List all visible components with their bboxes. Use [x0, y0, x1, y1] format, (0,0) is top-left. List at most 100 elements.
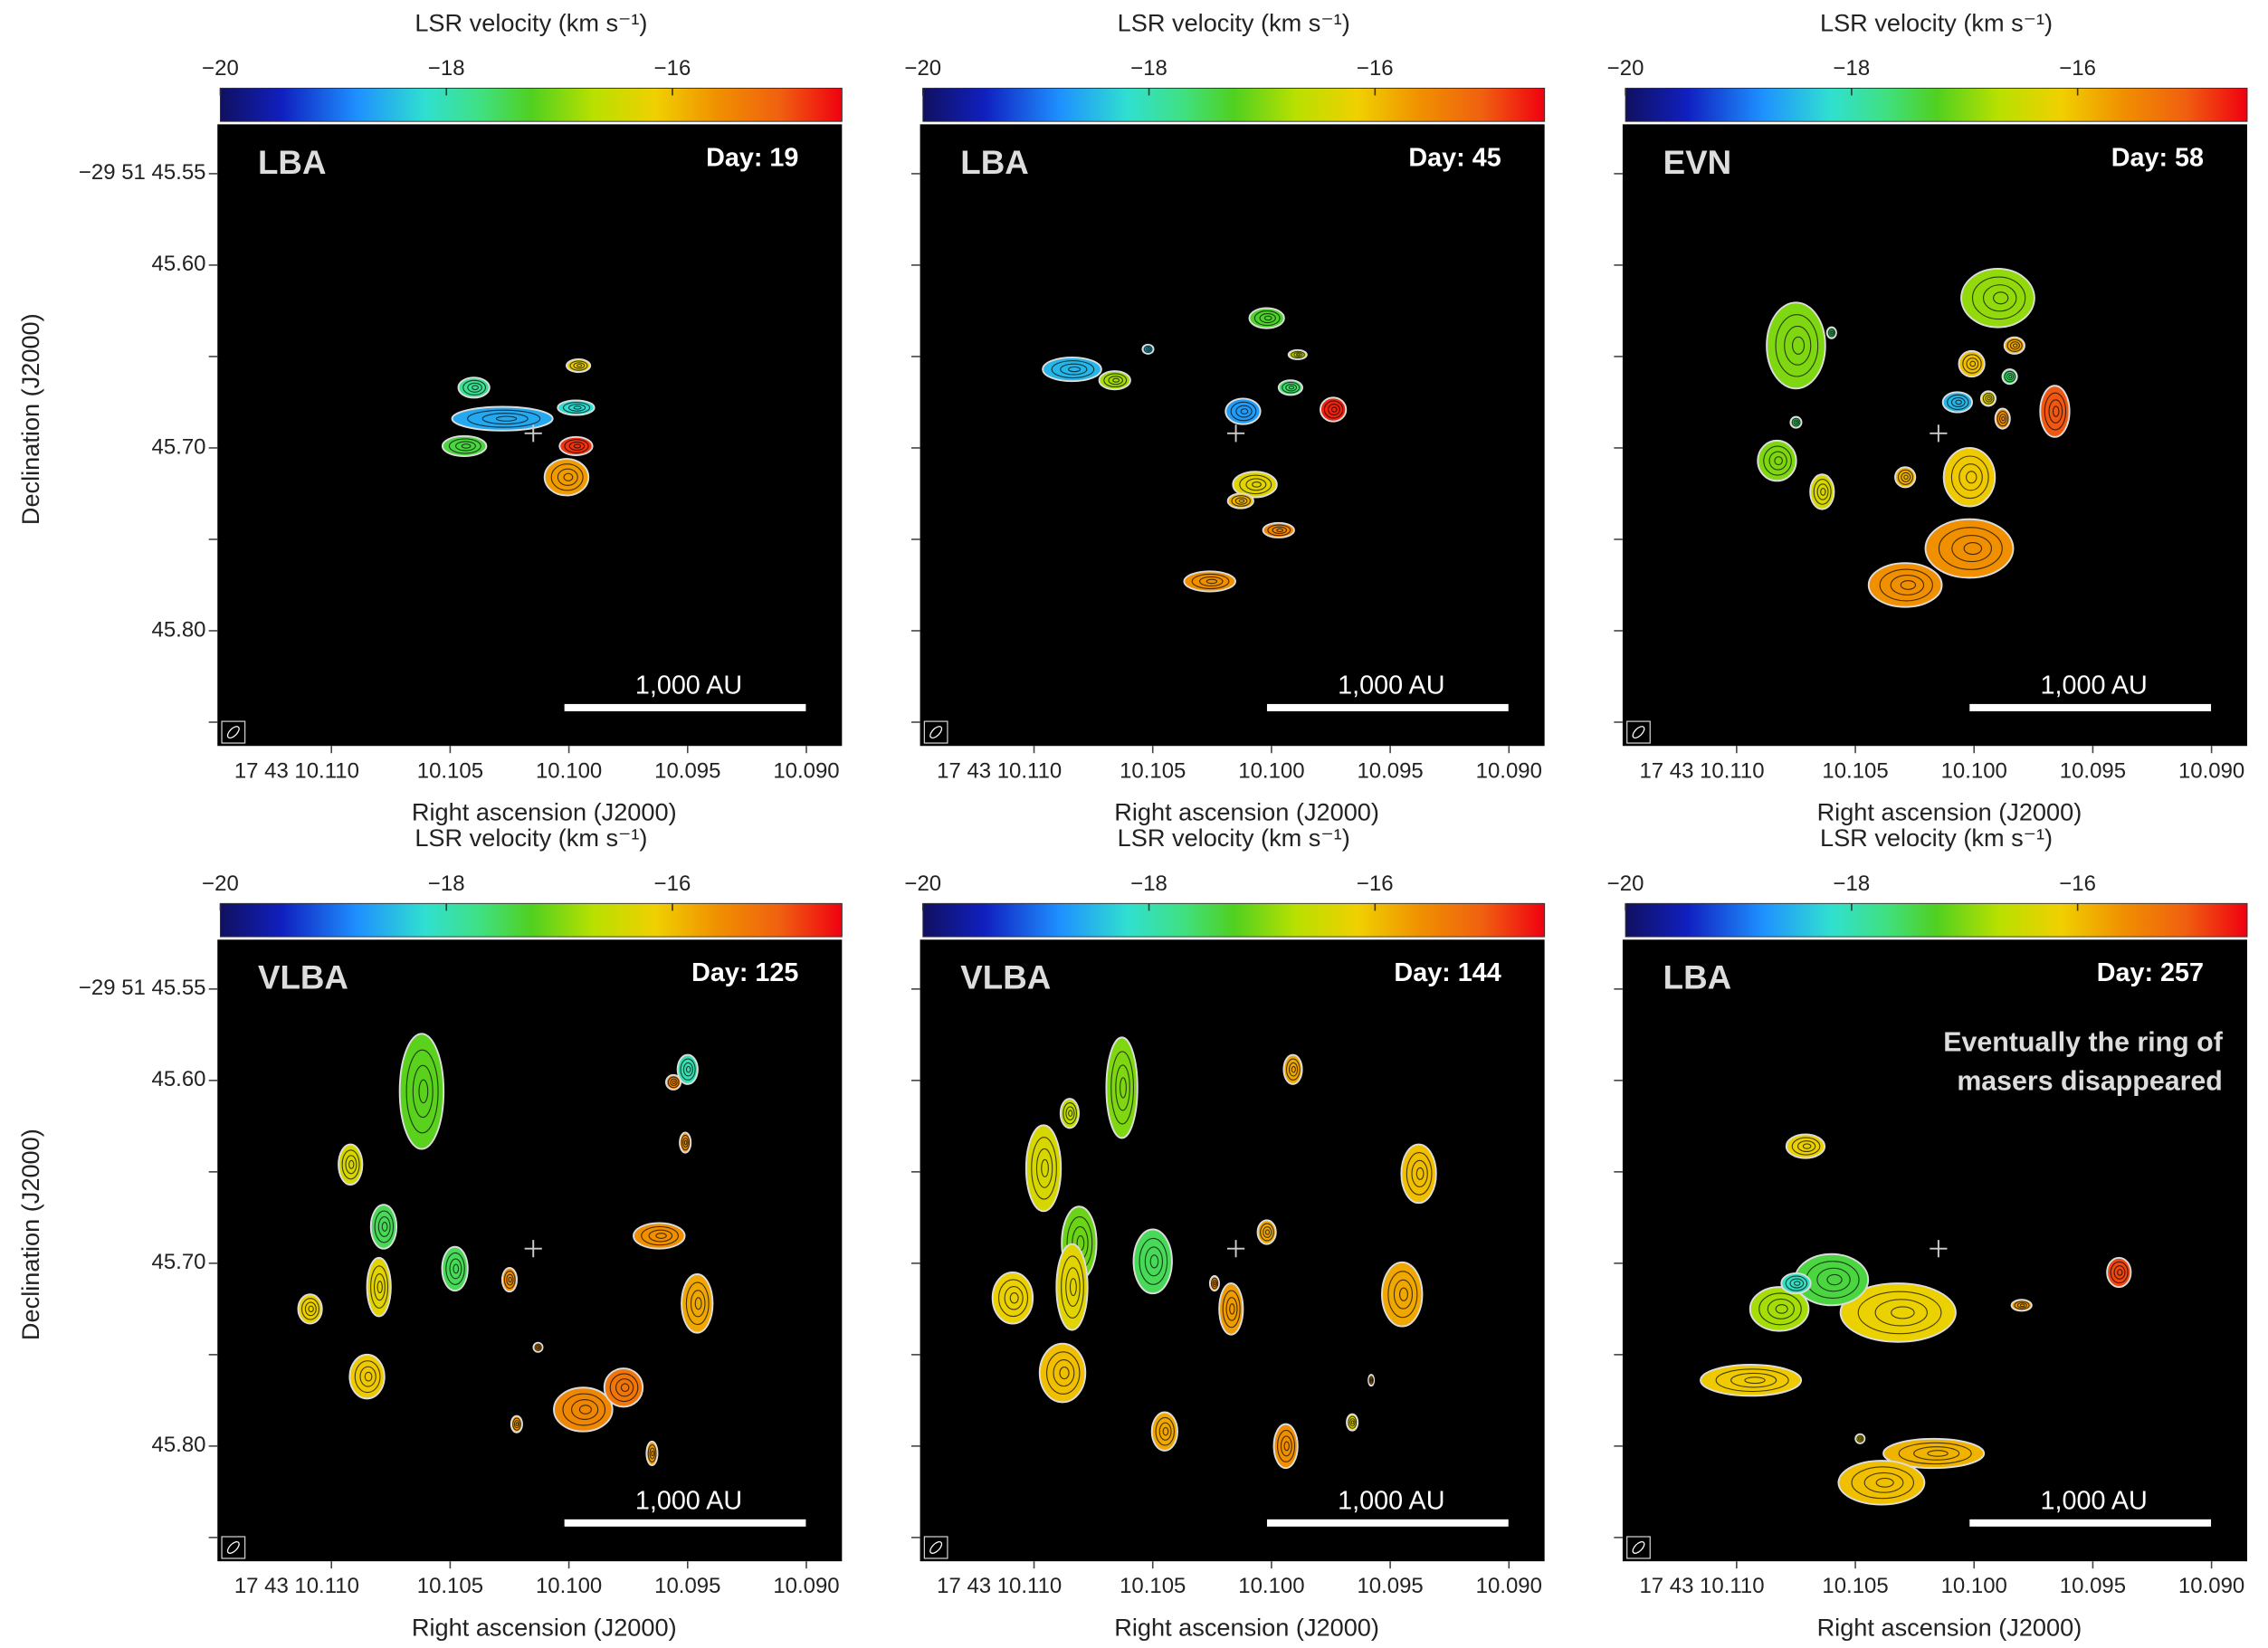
maser-spot	[349, 1355, 384, 1398]
maser-spot	[367, 1258, 391, 1317]
colorbar-tick-label: −16	[2059, 872, 2096, 896]
maser-spot	[666, 1075, 681, 1090]
maser-spot	[1152, 1413, 1177, 1451]
array-label: LBA	[960, 144, 1028, 181]
maser-spot	[1219, 1283, 1243, 1335]
x-axis-label: Right ascension (J2000)	[1114, 1613, 1379, 1641]
scale-bar	[1267, 704, 1509, 711]
plot-area	[1623, 124, 2247, 746]
x-tick-label: 17 43 10.110	[937, 1574, 1062, 1598]
maser-spot	[1855, 1434, 1864, 1443]
scale-bar	[565, 704, 806, 711]
plot-area	[920, 939, 1545, 1561]
array-label: VLBA	[258, 959, 348, 996]
maser-spot	[1225, 398, 1260, 424]
array-label: LBA	[1663, 959, 1731, 996]
x-tick-label: 10.105	[1120, 758, 1186, 783]
y-tick-label: 45.60	[152, 252, 206, 276]
colorbar	[923, 903, 1545, 937]
maser-spot	[400, 1034, 443, 1148]
x-tick-label: 17 43 10.110	[234, 758, 359, 783]
panel: LSR velocity (km s⁻¹)−20−18−1617 43 10.1…	[1607, 824, 2247, 1641]
maser-spot	[1767, 302, 1825, 388]
colorbar	[220, 903, 842, 937]
scale-bar	[1267, 1519, 1509, 1527]
maser-spot	[557, 400, 594, 414]
y-tick-label: 45.70	[152, 434, 206, 459]
colorbar-label: LSR velocity (km s⁻¹)	[1118, 8, 1350, 36]
x-tick-label: 10.090	[773, 1574, 839, 1598]
maser-spot	[443, 1247, 468, 1291]
maser-spot	[1787, 1134, 1825, 1157]
y-tick-label: −29 51 45.55	[79, 160, 206, 185]
maser-spot	[646, 1442, 657, 1465]
maser-spot	[1944, 448, 1996, 507]
maser-spot	[2012, 1300, 2032, 1310]
maser-spot	[545, 459, 588, 495]
maser-spot	[1106, 1037, 1137, 1138]
x-tick-label: 10.100	[536, 1574, 602, 1598]
x-tick-label: 10.100	[536, 758, 602, 783]
y-tick-label: 45.60	[152, 1067, 206, 1091]
array-label: EVN	[1663, 144, 1732, 181]
maser-spot	[1043, 357, 1101, 381]
x-tick-label: 10.090	[2178, 1574, 2244, 1598]
y-tick-label: −29 51 45.55	[79, 976, 206, 1000]
maser-spot	[1263, 523, 1294, 538]
plot-area	[217, 124, 842, 746]
maser-spot	[1758, 441, 1796, 481]
scale-bar-label: 1,000 AU	[1338, 671, 1444, 700]
panel: LSR velocity (km s⁻¹)−20−18−1617 43 10.1…	[904, 824, 1544, 1641]
maser-spot	[1274, 1424, 1298, 1468]
maser-spot	[1838, 1461, 1924, 1504]
maser-spot	[1347, 1415, 1358, 1431]
scale-bar-label: 1,000 AU	[1338, 1486, 1444, 1515]
colorbar-tick-label: −20	[904, 56, 941, 81]
maser-spot	[533, 1343, 542, 1352]
maser-spot	[1026, 1125, 1061, 1211]
maser-spot	[453, 406, 553, 430]
colorbar-tick-label: −16	[1357, 56, 1394, 81]
maser-spot	[458, 377, 489, 397]
panel: LSR velocity (km s⁻¹)−20−18−1617 43 10.1…	[904, 8, 1544, 825]
maser-spot	[1061, 1099, 1079, 1128]
x-tick-label: 10.100	[1941, 758, 2007, 783]
colorbar-tick-label: −16	[1357, 872, 1394, 896]
scale-bar	[1969, 1519, 2211, 1527]
maser-spot	[1401, 1145, 1435, 1204]
maser-spot	[1781, 1273, 1810, 1293]
x-tick-label: 10.095	[2060, 1574, 2126, 1598]
maser-spot	[1790, 417, 1801, 428]
maser-spot	[2040, 386, 2069, 437]
y-axis-label: Declination (J2000)	[16, 1129, 44, 1340]
colorbar-tick-label: −16	[654, 56, 691, 81]
scale-bar-label: 1,000 AU	[635, 1486, 742, 1515]
x-axis-label: Right ascension (J2000)	[1114, 797, 1379, 825]
maser-spot	[605, 1368, 643, 1406]
colorbar-label: LSR velocity (km s⁻¹)	[415, 824, 647, 852]
colorbar	[1625, 88, 2247, 121]
y-axis-label: Declination (J2000)	[16, 313, 44, 525]
maser-spot	[2003, 369, 2017, 384]
maser-spot	[371, 1205, 396, 1248]
colorbar-label: LSR velocity (km s⁻¹)	[415, 8, 647, 36]
x-tick-label: 10.105	[417, 758, 483, 783]
colorbar-label: LSR velocity (km s⁻¹)	[1820, 8, 2053, 36]
maser-spot	[1701, 1365, 1801, 1396]
x-tick-label: 17 43 10.110	[937, 758, 1062, 783]
scale-bar-label: 1,000 AU	[635, 671, 742, 700]
annotation: Eventually the ring of	[1943, 1027, 2223, 1057]
scale-bar	[565, 1519, 806, 1527]
x-axis-label: Right ascension (J2000)	[412, 797, 677, 825]
colorbar-tick-label: −16	[654, 872, 691, 896]
colorbar-label: LSR velocity (km s⁻¹)	[1820, 824, 2053, 852]
x-tick-label: 10.105	[1822, 758, 1888, 783]
maser-spot	[681, 1274, 712, 1333]
maser-spot	[1961, 269, 2035, 328]
colorbar	[923, 88, 1545, 121]
scale-bar	[1969, 704, 2211, 711]
maser-spot	[2107, 1258, 2130, 1287]
maser-spot	[1249, 308, 1283, 328]
array-label: VLBA	[960, 959, 1051, 996]
